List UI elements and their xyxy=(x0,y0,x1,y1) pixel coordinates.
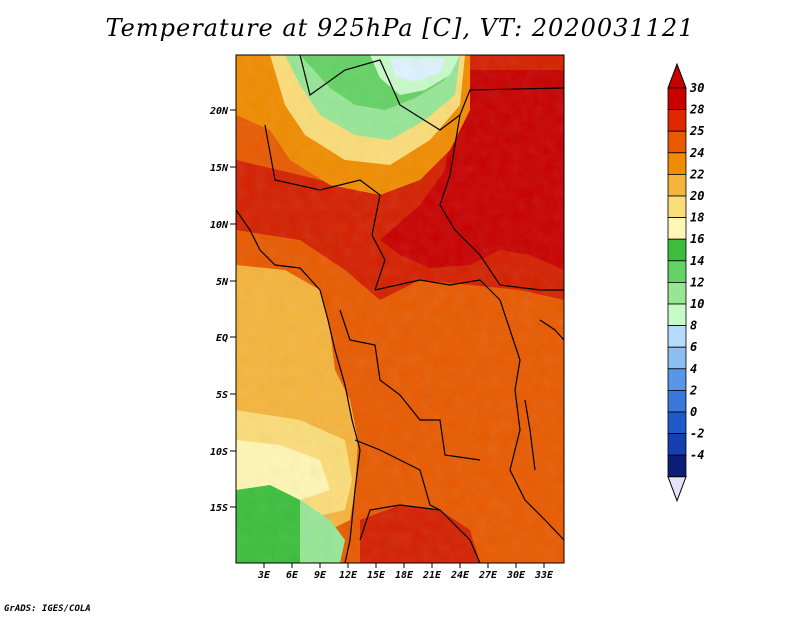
border-sudan xyxy=(439,114,564,291)
colorbar-label: 16 xyxy=(690,232,704,246)
colorbar-swatch xyxy=(667,454,687,478)
temperature-field xyxy=(236,55,564,563)
map-frame xyxy=(235,54,565,564)
lat-tick-label: 10S xyxy=(210,447,228,458)
colorbar-swatch xyxy=(667,195,687,219)
border-lake-victoria xyxy=(539,319,564,341)
lon-tick-label: 12E xyxy=(339,570,358,581)
colorbar-swatch xyxy=(667,130,687,154)
border-east xyxy=(499,299,564,541)
border-car xyxy=(374,279,501,301)
colorbar-arrow-low xyxy=(667,476,687,503)
colorbar-swatch xyxy=(667,433,687,456)
lon-tick-label: 15E xyxy=(367,570,386,581)
lon-tick-label: 3E xyxy=(257,570,271,581)
colorbar-label: 10 xyxy=(690,297,704,311)
colorbar-label: 6 xyxy=(690,340,697,354)
lon-tick-label: 9E xyxy=(314,570,327,581)
country-borders xyxy=(236,55,564,563)
colorbar-label: -2 xyxy=(690,427,704,441)
colorbar-label: 2 xyxy=(689,383,697,397)
map-title: Temperature at 925hPa [C], VT: 202003112… xyxy=(105,14,695,42)
colorbar-swatch xyxy=(667,368,687,391)
colorbar-swatch xyxy=(667,303,687,327)
border-angola xyxy=(354,439,481,563)
colorbar-arrow-high xyxy=(667,62,687,89)
lon-tick-label: 24E xyxy=(450,570,470,581)
colorbar-label: -4 xyxy=(690,448,704,462)
coastline-west xyxy=(236,209,361,563)
colorbar-label: 28 xyxy=(689,103,704,117)
colorbar-label: 20 xyxy=(689,189,704,203)
colorbar-swatch xyxy=(667,217,687,240)
colorbar-label: 14 xyxy=(690,254,704,268)
colorbar-swatch xyxy=(667,152,687,175)
colorbar-label: 25 xyxy=(689,124,704,138)
colorbar-label: 24 xyxy=(689,146,704,160)
colorbar-label: 4 xyxy=(690,362,697,376)
field-texture xyxy=(236,55,564,563)
lat-tick-label: 5N xyxy=(216,277,229,288)
colorbar-swatch xyxy=(667,389,687,413)
colorbar-swatch xyxy=(667,281,687,305)
colorbar-swatch xyxy=(667,238,687,262)
lon-tick-label: 18E xyxy=(395,570,414,581)
lon-tick-label: 30E xyxy=(506,570,526,581)
colorbar-label: 0 xyxy=(690,405,697,419)
colorbar-label: 30 xyxy=(689,81,704,95)
lon-tick-label: 33E xyxy=(534,570,554,581)
border-west-africa xyxy=(264,124,386,291)
colorbar-swatch xyxy=(667,173,687,197)
colorbar-label: 18 xyxy=(690,211,704,225)
border-congo xyxy=(339,309,481,461)
lon-tick-label: 21E xyxy=(422,570,442,581)
colorbar-swatch xyxy=(667,411,687,435)
colorbar-swatch xyxy=(667,87,687,111)
colorbar-label: 12 xyxy=(690,275,704,289)
colorbar-swatch xyxy=(667,109,687,132)
border-lake-tanganyika xyxy=(524,399,536,471)
lon-axis: 3E 6E 9E 12E 15E 18E 21E 24E 27E 30E 33E xyxy=(257,563,554,581)
lon-tick-label: 27E xyxy=(478,570,498,581)
lat-tick-label: EQ xyxy=(216,333,228,344)
lat-tick-label: 15N xyxy=(210,163,229,174)
colorbar-swatch xyxy=(667,325,687,348)
lat-tick-label: 5S xyxy=(216,390,228,401)
lat-tick-label: 15S xyxy=(210,503,228,514)
border-namibia xyxy=(359,504,441,541)
colorbar-label: 22 xyxy=(689,167,704,181)
colorbar-label: 8 xyxy=(690,319,697,333)
border-sahara xyxy=(299,55,564,131)
lon-tick-label: 6E xyxy=(286,570,299,581)
lat-tick-label: 10N xyxy=(210,220,229,231)
colorbar-swatch xyxy=(667,346,687,370)
grads-credit: GrADS: IGES/COLA xyxy=(4,604,91,614)
lat-axis: 20N 15N 10N 5N EQ 5S 10S 15S xyxy=(209,106,236,514)
lat-tick-label: 20N xyxy=(209,106,229,117)
colorbar-swatch xyxy=(667,260,687,283)
